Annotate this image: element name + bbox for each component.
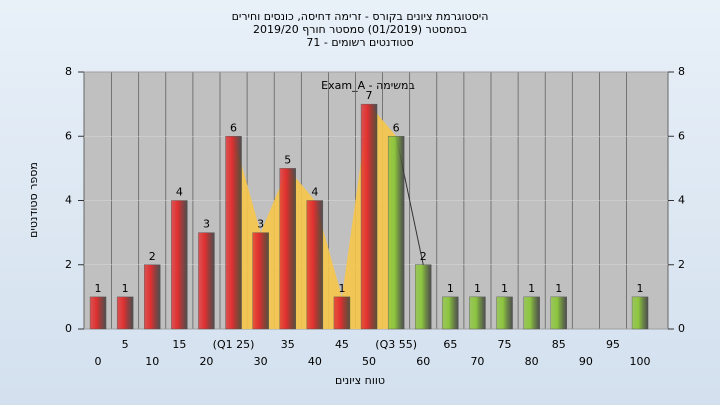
data-label: 1 xyxy=(95,282,102,295)
x-tick-label: 10 xyxy=(145,355,159,368)
chart-subtitle: סטודנטים רשומים - 71 xyxy=(306,36,413,49)
bar xyxy=(360,103,378,330)
y-tick-label: 0 xyxy=(65,322,72,335)
bar xyxy=(496,296,513,330)
x-tick-label: 30 xyxy=(254,355,268,368)
y-tick-label: 2 xyxy=(65,258,72,271)
data-label: 1 xyxy=(501,282,508,295)
data-label: 4 xyxy=(176,186,183,199)
data-label: 1 xyxy=(474,282,481,295)
bar xyxy=(523,296,540,330)
chart-subtitle: בסמסטר (01/2019) סמסטר חורף 2019/20 xyxy=(253,23,467,36)
data-label: 5 xyxy=(284,153,291,166)
x-tick-label: 65 xyxy=(443,338,457,351)
data-label: 4 xyxy=(311,186,318,199)
x-tick-label: 75 xyxy=(498,338,512,351)
x-tick-label: 45 xyxy=(335,338,349,351)
bar xyxy=(442,296,459,330)
bar xyxy=(415,264,432,330)
bar xyxy=(387,136,405,330)
data-label: 1 xyxy=(637,282,644,295)
x-tick-label: 60 xyxy=(416,355,430,368)
bar xyxy=(116,296,134,330)
y-tick-label: 6 xyxy=(65,129,72,142)
bar xyxy=(198,232,215,330)
bar xyxy=(631,296,649,330)
data-label: 2 xyxy=(420,250,427,263)
x-tick-label: 80 xyxy=(525,355,539,368)
data-label: 3 xyxy=(257,218,264,231)
bar xyxy=(252,232,269,330)
x-tick-label: 70 xyxy=(470,355,484,368)
data-label: 1 xyxy=(338,282,345,295)
data-label: 1 xyxy=(528,282,535,295)
data-label: 2 xyxy=(149,250,156,263)
x-tick-label: 90 xyxy=(579,355,593,368)
bar xyxy=(144,264,161,330)
data-label: 6 xyxy=(230,121,237,134)
x-tick-label: 40 xyxy=(308,355,322,368)
y-tick-label: 4 xyxy=(65,194,72,207)
y2-tick-label: 6 xyxy=(678,129,685,142)
x-tick-label: 20 xyxy=(199,355,213,368)
bar xyxy=(333,296,351,330)
data-label: 3 xyxy=(203,218,210,231)
bar xyxy=(306,200,324,330)
data-label: 1 xyxy=(555,282,562,295)
data-label: 1 xyxy=(122,282,129,295)
y2-tick-label: 4 xyxy=(678,194,685,207)
bar xyxy=(89,296,107,330)
x-tick-label: (Q3 55) xyxy=(375,338,417,351)
x-tick-label: (Q1 25) xyxy=(213,338,255,351)
x-tick-label: 100 xyxy=(630,355,651,368)
data-label: 1 xyxy=(447,282,454,295)
x-axis-label: טווח ציונים xyxy=(335,374,385,387)
legend-entry: Exam_A - במשימה xyxy=(321,79,415,92)
y-axis-label: מספר סטודנטים xyxy=(27,162,40,238)
data-label: 6 xyxy=(393,121,400,134)
chart-title: היסטוגרמת ציונים בקורס - זרימה דחיסה, כו… xyxy=(232,10,489,23)
bar xyxy=(171,200,188,330)
y2-tick-label: 2 xyxy=(678,258,685,271)
y2-tick-label: 0 xyxy=(678,322,685,335)
x-tick-label: 0 xyxy=(95,355,102,368)
bar xyxy=(279,168,296,330)
x-tick-label: 85 xyxy=(552,338,566,351)
y2-tick-label: 8 xyxy=(678,65,685,78)
y-tick-label: 8 xyxy=(65,65,72,78)
bar xyxy=(225,136,242,330)
bar xyxy=(550,296,567,330)
x-tick-label: 35 xyxy=(281,338,295,351)
bar xyxy=(469,296,486,330)
data-label: 7 xyxy=(366,89,373,102)
x-tick-label: 15 xyxy=(172,338,186,351)
x-tick-label: 5 xyxy=(122,338,129,351)
x-tick-label: 95 xyxy=(606,338,620,351)
x-tick-label: 50 xyxy=(362,355,376,368)
